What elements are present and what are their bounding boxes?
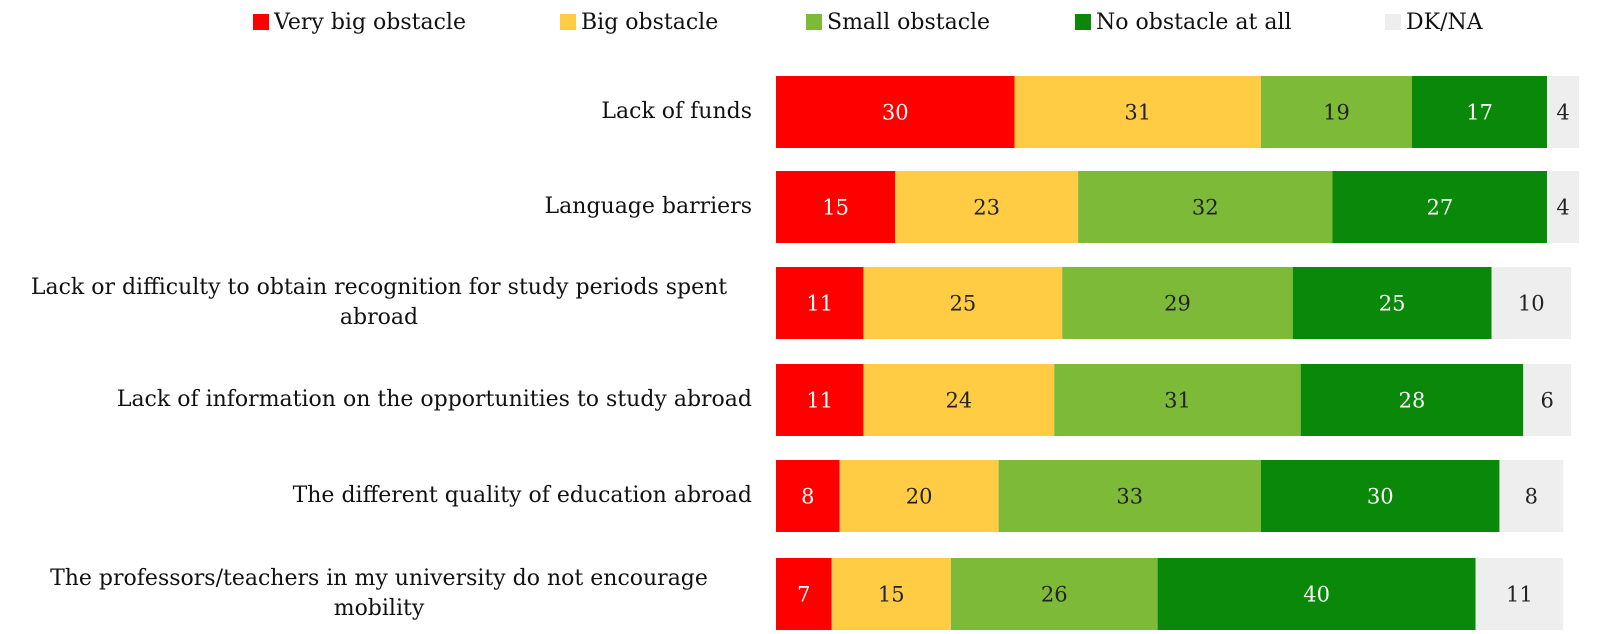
bar-segment (895, 171, 1079, 243)
bar-segment (998, 460, 1261, 532)
value-label: 15 (878, 583, 905, 607)
legend-label: Very big obstacle (273, 10, 466, 35)
bar-segment (1292, 267, 1492, 339)
bar-segment (1157, 558, 1476, 630)
bar-segment (1491, 267, 1571, 339)
category-text: Lack of funds (601, 99, 752, 124)
bar-segment (1260, 76, 1412, 148)
bar-segment (1499, 460, 1564, 532)
value-label: 7 (797, 583, 810, 607)
bar-segment (831, 558, 951, 630)
value-label: 31 (1164, 389, 1191, 413)
value-label: 4 (1556, 196, 1569, 220)
bar-segment (1300, 364, 1524, 436)
value-label: 32 (1192, 196, 1219, 220)
value-label: 11 (806, 389, 833, 413)
category-text: Language barriers (544, 194, 752, 219)
bar-segment (1078, 171, 1333, 243)
legend-swatch (1385, 14, 1401, 30)
bar-segment (1054, 364, 1301, 436)
value-label: 28 (1399, 389, 1426, 413)
legend-label: DK/NA (1406, 10, 1484, 35)
category-label: The different quality of education abroa… (6, 460, 752, 532)
bar-segment (1547, 76, 1579, 148)
bar-segment (1523, 364, 1571, 436)
value-label: 23 (973, 196, 1000, 220)
bar-segment (776, 364, 864, 436)
value-label: 30 (882, 101, 909, 125)
category-text: The professors/teachers in my university… (50, 566, 708, 621)
bar-segment (776, 558, 832, 630)
bar-segment (839, 460, 999, 532)
category-text: Lack of information on the opportunities… (116, 387, 752, 412)
value-label: 30 (1367, 485, 1394, 509)
bar-segment (863, 364, 1055, 436)
bar-segment (863, 267, 1063, 339)
value-label: 10 (1518, 292, 1545, 316)
legend-swatch (806, 14, 822, 30)
category-label: Language barriers (6, 171, 752, 243)
legend-swatch (1075, 14, 1091, 30)
bar-segment (776, 76, 1015, 148)
category-label: Lack or difficulty to obtain recognition… (6, 267, 752, 339)
value-label: 26 (1041, 583, 1068, 607)
value-label: 19 (1323, 101, 1350, 125)
bar-segment (1062, 267, 1293, 339)
bar-segment (1332, 171, 1548, 243)
value-label: 31 (1124, 101, 1151, 125)
bar-segment (776, 460, 840, 532)
bar-segment (1412, 76, 1548, 148)
category-text: The different quality of education abroa… (292, 483, 752, 508)
value-label: 15 (822, 196, 849, 220)
bar-segment (950, 558, 1158, 630)
value-label: 40 (1303, 583, 1330, 607)
value-label: 8 (801, 485, 814, 509)
bar-segment (776, 171, 896, 243)
category-label: The professors/teachers in my university… (6, 558, 752, 630)
bar-segment (776, 267, 864, 339)
bar-segment (1014, 76, 1261, 148)
value-label: 33 (1116, 485, 1143, 509)
value-label: 25 (1379, 292, 1406, 316)
legend-label: No obstacle at all (1096, 10, 1292, 35)
category-label: Lack of information on the opportunities… (6, 364, 752, 436)
category-label: Lack of funds (6, 76, 752, 148)
value-label: 11 (1506, 583, 1533, 607)
legend-swatch (253, 14, 269, 30)
legend-label: Small obstacle (827, 10, 990, 35)
value-label: 27 (1426, 196, 1453, 220)
value-label: 20 (906, 485, 933, 509)
bar-segment (1260, 460, 1500, 532)
value-label: 11 (806, 292, 833, 316)
value-label: 24 (945, 389, 972, 413)
value-label: 4 (1556, 101, 1569, 125)
bar-segment (1547, 171, 1579, 243)
legend-label: Big obstacle (581, 10, 718, 35)
value-label: 17 (1466, 101, 1493, 125)
bar-segment (1475, 558, 1564, 630)
value-label: 6 (1540, 389, 1553, 413)
value-label: 8 (1525, 485, 1538, 509)
legend-swatch (560, 14, 576, 30)
value-label: 29 (1164, 292, 1191, 316)
category-text: Lack or difficulty to obtain recognition… (30, 275, 728, 330)
value-label: 25 (949, 292, 976, 316)
